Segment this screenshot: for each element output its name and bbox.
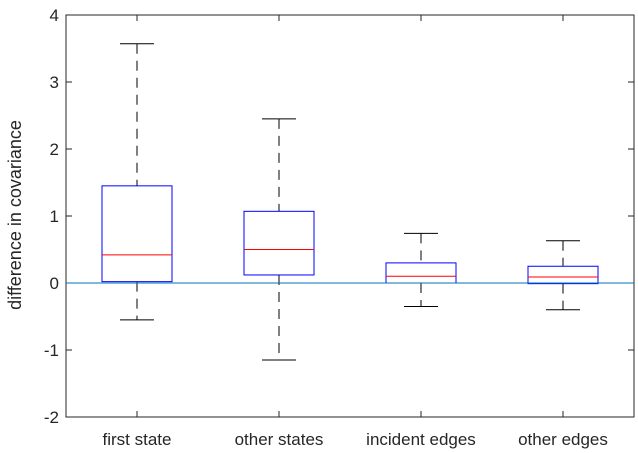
y-tick-label: 1 [50,207,59,226]
axes-frame [65,14,635,418]
x-tick-label: other edges [518,430,608,449]
y-tick-label: 2 [50,140,59,159]
x-tick-label: other states [235,430,324,449]
plot-area: -2 -1 0 1 2 3 4 first state other states incident… [44,6,635,449]
box [243,210,315,276]
y-tick-label: -2 [44,408,59,427]
y-tick-label: -1 [44,341,59,360]
y-axis-title: difference in covariance [5,120,25,310]
box [385,262,457,284]
box [527,265,599,285]
x-tick-label: incident edges [366,430,476,449]
x-tick-label: first state [103,430,172,449]
box [101,185,173,283]
y-tick-label: 0 [50,274,59,293]
y-tick-label: 3 [50,73,59,92]
y-tick-label: 4 [50,6,59,25]
